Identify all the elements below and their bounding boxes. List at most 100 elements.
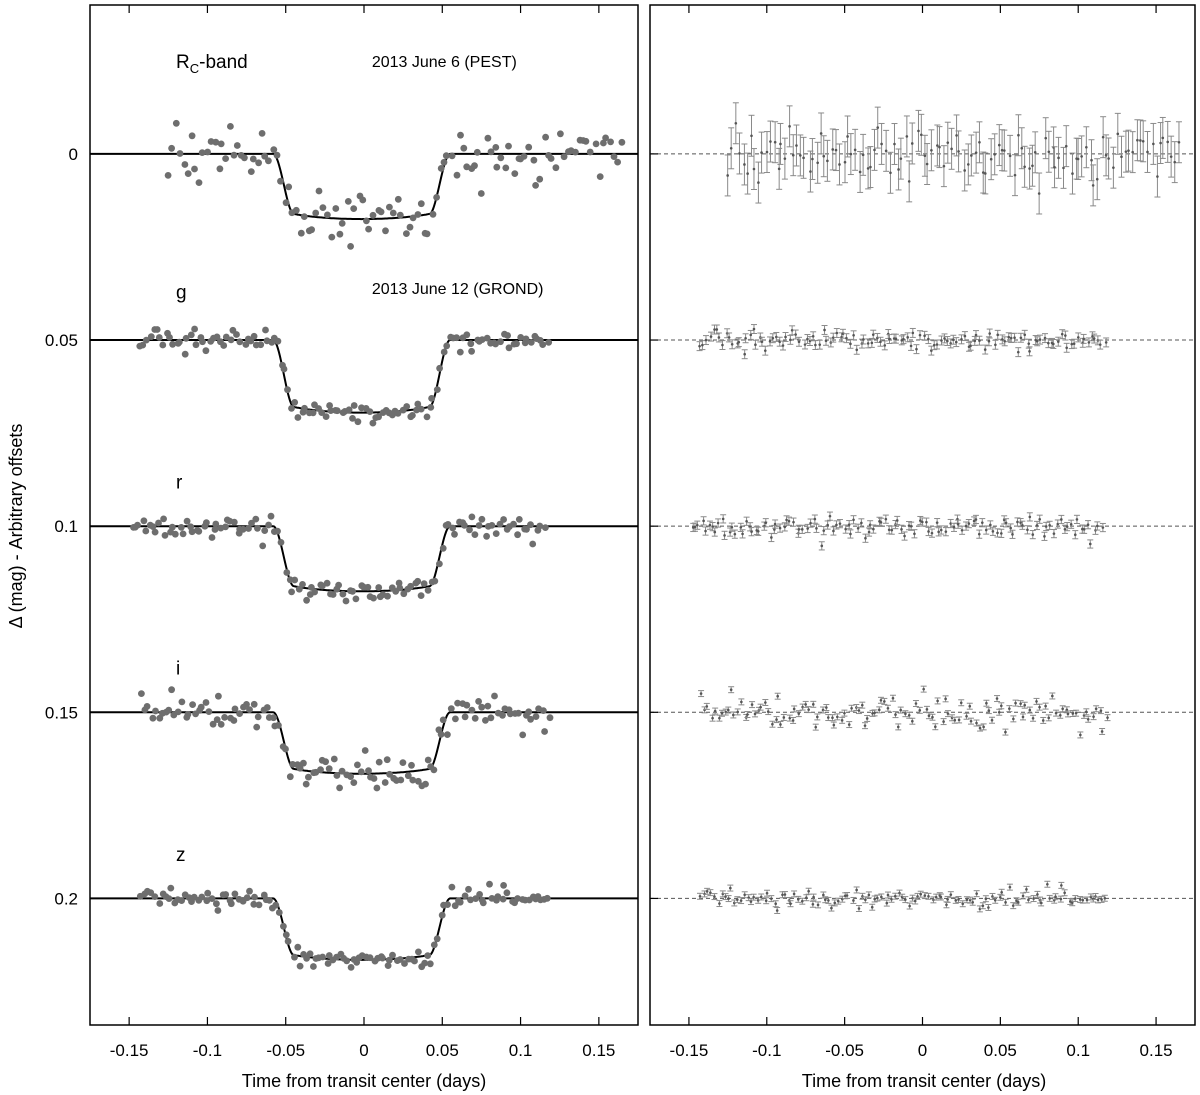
residual-point [939,528,943,532]
residual-point [991,530,995,533]
residual-point [826,716,830,719]
residual-point [1064,334,1067,337]
residual-point [743,352,746,356]
data-point [280,922,287,930]
data-point [496,520,504,528]
residual-point [925,708,929,711]
data-point [375,584,383,591]
data-point [324,211,331,219]
data-point [319,204,327,212]
residual-point [1120,155,1123,159]
residual-point [885,901,889,905]
residual-point [917,129,920,133]
residual-point [704,338,708,342]
residual-point [766,710,770,713]
data-point [299,581,306,588]
data-point [433,386,441,393]
residual-point [974,518,978,521]
data-point [440,348,448,356]
residual-point [698,344,701,348]
data-point [159,341,167,349]
data-point [165,706,173,714]
data-point [530,156,538,164]
data-point [291,576,299,584]
residual-point [904,712,907,715]
data-point [463,331,471,339]
residual-points-g [696,324,1110,360]
residual-point [1103,896,1107,900]
residual-point [1070,342,1074,346]
data-point [448,883,456,891]
data-point [204,889,212,897]
residual-point [1094,707,1098,711]
residual-point [923,334,926,338]
data-point [338,767,346,775]
left-x-tick-label: 0.1 [509,1041,533,1060]
data-point [277,539,285,546]
data-point [491,692,498,700]
residual-point [1085,898,1089,902]
residual-point [1048,524,1051,527]
residual-point [1028,515,1032,519]
data-point [263,704,271,711]
residual-point [870,905,874,909]
residual-point [693,525,697,529]
residual-point [1156,175,1159,178]
right-x-tick-label: 0.15 [1140,1041,1173,1060]
data-point [286,773,294,781]
residual-point [847,523,851,526]
data-point [310,963,317,970]
transit-model-RC [90,152,638,221]
residual-point [820,544,824,548]
residual-point [977,532,981,536]
residual-point [946,898,949,901]
left-plot-frame [89,4,639,1026]
residual-point [816,161,819,165]
data-point [471,531,479,538]
data-point [211,526,219,533]
residual-point [984,897,988,901]
residual-point [909,344,913,348]
data-point [195,527,203,535]
data-point [309,409,317,417]
residual-points-z [697,880,1108,914]
data-point [324,960,332,967]
left-y-tick-label: 0.15 [45,703,78,722]
residual-point [852,518,855,522]
right-x-tick-label: 0.1 [1066,1041,1090,1060]
residual-point [1003,340,1007,343]
data-point [560,153,568,161]
data-point [169,340,177,348]
data-point [382,227,389,235]
residual-point [717,336,721,339]
residual-point [721,343,724,347]
residual-point [704,529,707,533]
data-point [483,334,491,342]
residual-point [1073,897,1077,900]
data-point [442,152,450,160]
residual-point [949,893,953,896]
residual-point [831,148,835,151]
residual-point [961,902,965,906]
residual-point [750,703,754,706]
residual-point [744,336,747,340]
residual-point [843,160,847,164]
residual-point [836,715,839,719]
residual-point [713,895,716,898]
residual-point [997,143,1001,147]
residual-point [993,898,997,902]
residual-point [1027,342,1031,345]
data-points-RC [164,119,626,250]
residual-point [960,528,964,532]
data-point [139,341,147,349]
residual-point [864,898,867,902]
data-point [492,144,500,151]
residual-point [871,712,874,715]
data-point [479,899,487,907]
data-point [354,761,361,769]
residual-point [879,698,883,702]
data-point [377,208,385,216]
residual-point [1025,888,1028,891]
residual-point [884,149,888,153]
data-point [265,521,272,529]
